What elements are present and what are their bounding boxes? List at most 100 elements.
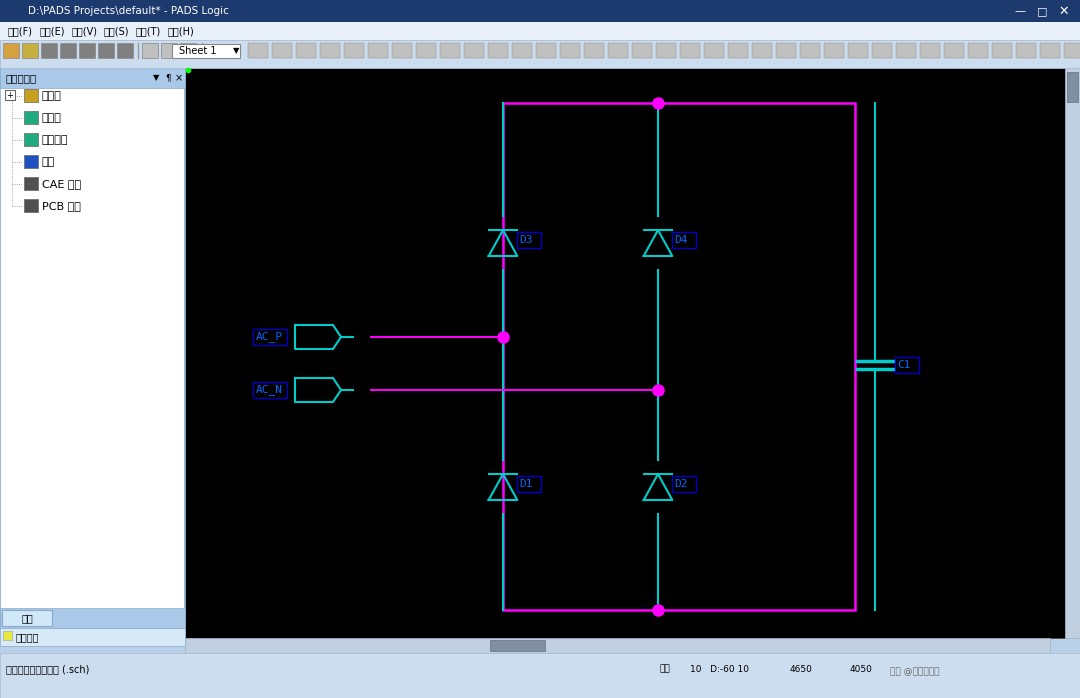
Bar bbox=[60, 43, 76, 58]
Text: 项目浏览器: 项目浏览器 bbox=[6, 73, 37, 83]
Bar bbox=[416, 43, 436, 58]
Bar bbox=[185, 68, 1065, 638]
Bar bbox=[320, 43, 340, 58]
Bar bbox=[680, 43, 700, 58]
Bar bbox=[24, 133, 38, 146]
Bar bbox=[672, 232, 696, 248]
Bar bbox=[0, 653, 1080, 698]
Bar bbox=[672, 476, 696, 492]
Bar bbox=[993, 43, 1012, 58]
Bar bbox=[1040, 43, 1059, 58]
Bar bbox=[180, 43, 195, 58]
Text: 元件类型: 元件类型 bbox=[42, 135, 68, 145]
Text: D3: D3 bbox=[519, 235, 532, 245]
Bar bbox=[920, 43, 940, 58]
Bar bbox=[0, 68, 185, 88]
Bar bbox=[1067, 72, 1078, 102]
Bar bbox=[141, 43, 158, 58]
Bar bbox=[896, 43, 916, 58]
Text: C1: C1 bbox=[897, 360, 910, 370]
Bar bbox=[464, 43, 484, 58]
Bar bbox=[172, 44, 240, 58]
Text: AC_N: AC_N bbox=[256, 385, 283, 396]
Bar bbox=[2, 610, 52, 626]
Bar bbox=[777, 43, 796, 58]
Text: D:\PADS Projects\default* - PADS Logic: D:\PADS Projects\default* - PADS Logic bbox=[28, 6, 229, 16]
Bar bbox=[488, 43, 508, 58]
Bar bbox=[0, 608, 185, 628]
Bar bbox=[253, 382, 287, 398]
Bar bbox=[185, 638, 1050, 653]
Bar bbox=[24, 199, 38, 212]
Bar bbox=[3, 43, 19, 58]
Text: 4050: 4050 bbox=[850, 664, 873, 674]
Text: 文件(F): 文件(F) bbox=[8, 26, 33, 36]
Bar bbox=[1065, 68, 1080, 638]
Bar bbox=[608, 43, 627, 58]
Bar bbox=[79, 43, 95, 58]
Bar bbox=[345, 43, 364, 58]
Bar bbox=[296, 43, 316, 58]
Text: 宽度: 宽度 bbox=[660, 664, 671, 674]
Bar bbox=[24, 177, 38, 190]
Text: 项目: 项目 bbox=[22, 613, 32, 623]
Text: 设置(S): 设置(S) bbox=[104, 26, 130, 36]
Bar bbox=[272, 43, 292, 58]
Bar bbox=[536, 43, 556, 58]
Text: D1: D1 bbox=[519, 479, 532, 489]
Bar bbox=[584, 43, 604, 58]
Bar bbox=[0, 0, 1080, 22]
Bar bbox=[656, 43, 676, 58]
Text: CAE 封装: CAE 封装 bbox=[42, 179, 81, 189]
Text: □: □ bbox=[1037, 6, 1048, 16]
Text: AC_P: AC_P bbox=[256, 332, 283, 343]
Bar bbox=[517, 232, 541, 248]
Text: ▼: ▼ bbox=[233, 47, 240, 56]
Bar bbox=[392, 43, 411, 58]
Text: 帮助(H): 帮助(H) bbox=[168, 26, 194, 36]
Bar bbox=[24, 89, 38, 102]
Bar bbox=[24, 111, 38, 124]
Bar bbox=[1016, 43, 1036, 58]
Bar bbox=[0, 68, 185, 638]
Text: 原理图: 原理图 bbox=[42, 91, 62, 101]
Bar bbox=[0, 22, 1080, 40]
Bar bbox=[517, 476, 541, 492]
Bar bbox=[3, 631, 12, 640]
Text: 网络: 网络 bbox=[42, 157, 55, 167]
Text: 工具(T): 工具(T) bbox=[136, 26, 161, 36]
Bar bbox=[253, 329, 287, 345]
Bar bbox=[98, 43, 114, 58]
Bar bbox=[944, 43, 964, 58]
Text: Sheet 1: Sheet 1 bbox=[179, 46, 217, 56]
Bar bbox=[490, 640, 545, 651]
Bar bbox=[848, 43, 868, 58]
Text: D4: D4 bbox=[674, 235, 688, 245]
Bar bbox=[41, 43, 57, 58]
Text: 头条 @电路技术宅: 头条 @电路技术宅 bbox=[890, 667, 940, 676]
Bar bbox=[368, 43, 388, 58]
Bar bbox=[1064, 43, 1080, 58]
Text: 打开原理图设计文件 (.sch): 打开原理图设计文件 (.sch) bbox=[6, 664, 90, 674]
Text: PCB 封装: PCB 封装 bbox=[42, 201, 81, 211]
Bar bbox=[0, 40, 1080, 68]
Text: +: + bbox=[6, 91, 13, 100]
Bar bbox=[752, 43, 772, 58]
Bar bbox=[248, 43, 268, 58]
Bar bbox=[0, 628, 185, 646]
Bar bbox=[117, 43, 133, 58]
Text: ¶: ¶ bbox=[165, 73, 171, 82]
Bar bbox=[872, 43, 892, 58]
Text: —: — bbox=[1014, 6, 1026, 16]
Bar bbox=[895, 357, 919, 373]
Text: 4650: 4650 bbox=[789, 664, 813, 674]
Bar bbox=[800, 43, 820, 58]
Text: 元器件: 元器件 bbox=[42, 113, 62, 123]
Bar bbox=[561, 43, 580, 58]
Text: ▼: ▼ bbox=[153, 73, 160, 82]
Bar bbox=[161, 43, 177, 58]
Bar bbox=[968, 43, 988, 58]
Bar bbox=[704, 43, 724, 58]
Bar bbox=[5, 90, 15, 100]
Text: 输出窗口: 输出窗口 bbox=[16, 632, 40, 642]
